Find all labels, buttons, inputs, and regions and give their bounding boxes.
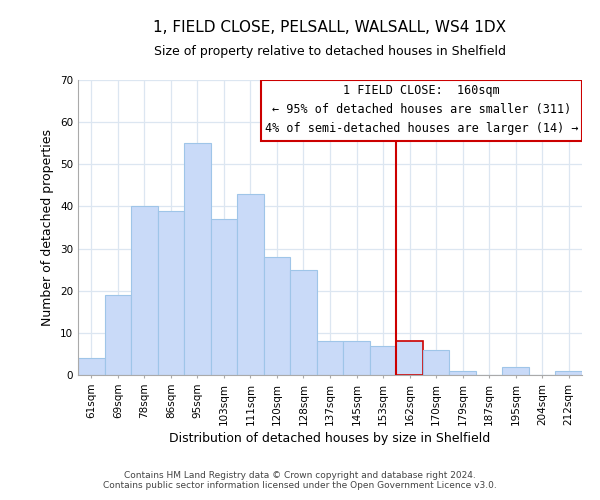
Bar bbox=[237, 194, 263, 375]
Bar bbox=[184, 143, 211, 375]
Bar bbox=[158, 210, 184, 375]
Text: ← 95% of detached houses are smaller (311): ← 95% of detached houses are smaller (31… bbox=[272, 103, 571, 116]
Text: 4% of semi-detached houses are larger (14) →: 4% of semi-detached houses are larger (1… bbox=[265, 122, 578, 135]
Bar bbox=[556, 371, 582, 375]
Bar bbox=[449, 371, 476, 375]
Bar bbox=[423, 350, 449, 375]
X-axis label: Distribution of detached houses by size in Shelfield: Distribution of detached houses by size … bbox=[169, 432, 491, 444]
Bar bbox=[397, 342, 423, 375]
Bar bbox=[370, 346, 397, 375]
Bar bbox=[211, 219, 237, 375]
FancyBboxPatch shape bbox=[261, 80, 582, 141]
Y-axis label: Number of detached properties: Number of detached properties bbox=[41, 129, 55, 326]
Text: 1, FIELD CLOSE, PELSALL, WALSALL, WS4 1DX: 1, FIELD CLOSE, PELSALL, WALSALL, WS4 1D… bbox=[154, 20, 506, 35]
Bar bbox=[131, 206, 158, 375]
Text: Contains HM Land Registry data © Crown copyright and database right 2024.
Contai: Contains HM Land Registry data © Crown c… bbox=[103, 470, 497, 490]
Text: Size of property relative to detached houses in Shelfield: Size of property relative to detached ho… bbox=[154, 45, 506, 58]
Text: 1 FIELD CLOSE:  160sqm: 1 FIELD CLOSE: 160sqm bbox=[343, 84, 500, 97]
Bar bbox=[317, 342, 343, 375]
Bar bbox=[104, 295, 131, 375]
Bar bbox=[78, 358, 104, 375]
Bar bbox=[502, 366, 529, 375]
Bar bbox=[263, 257, 290, 375]
Bar bbox=[343, 342, 370, 375]
Bar bbox=[290, 270, 317, 375]
